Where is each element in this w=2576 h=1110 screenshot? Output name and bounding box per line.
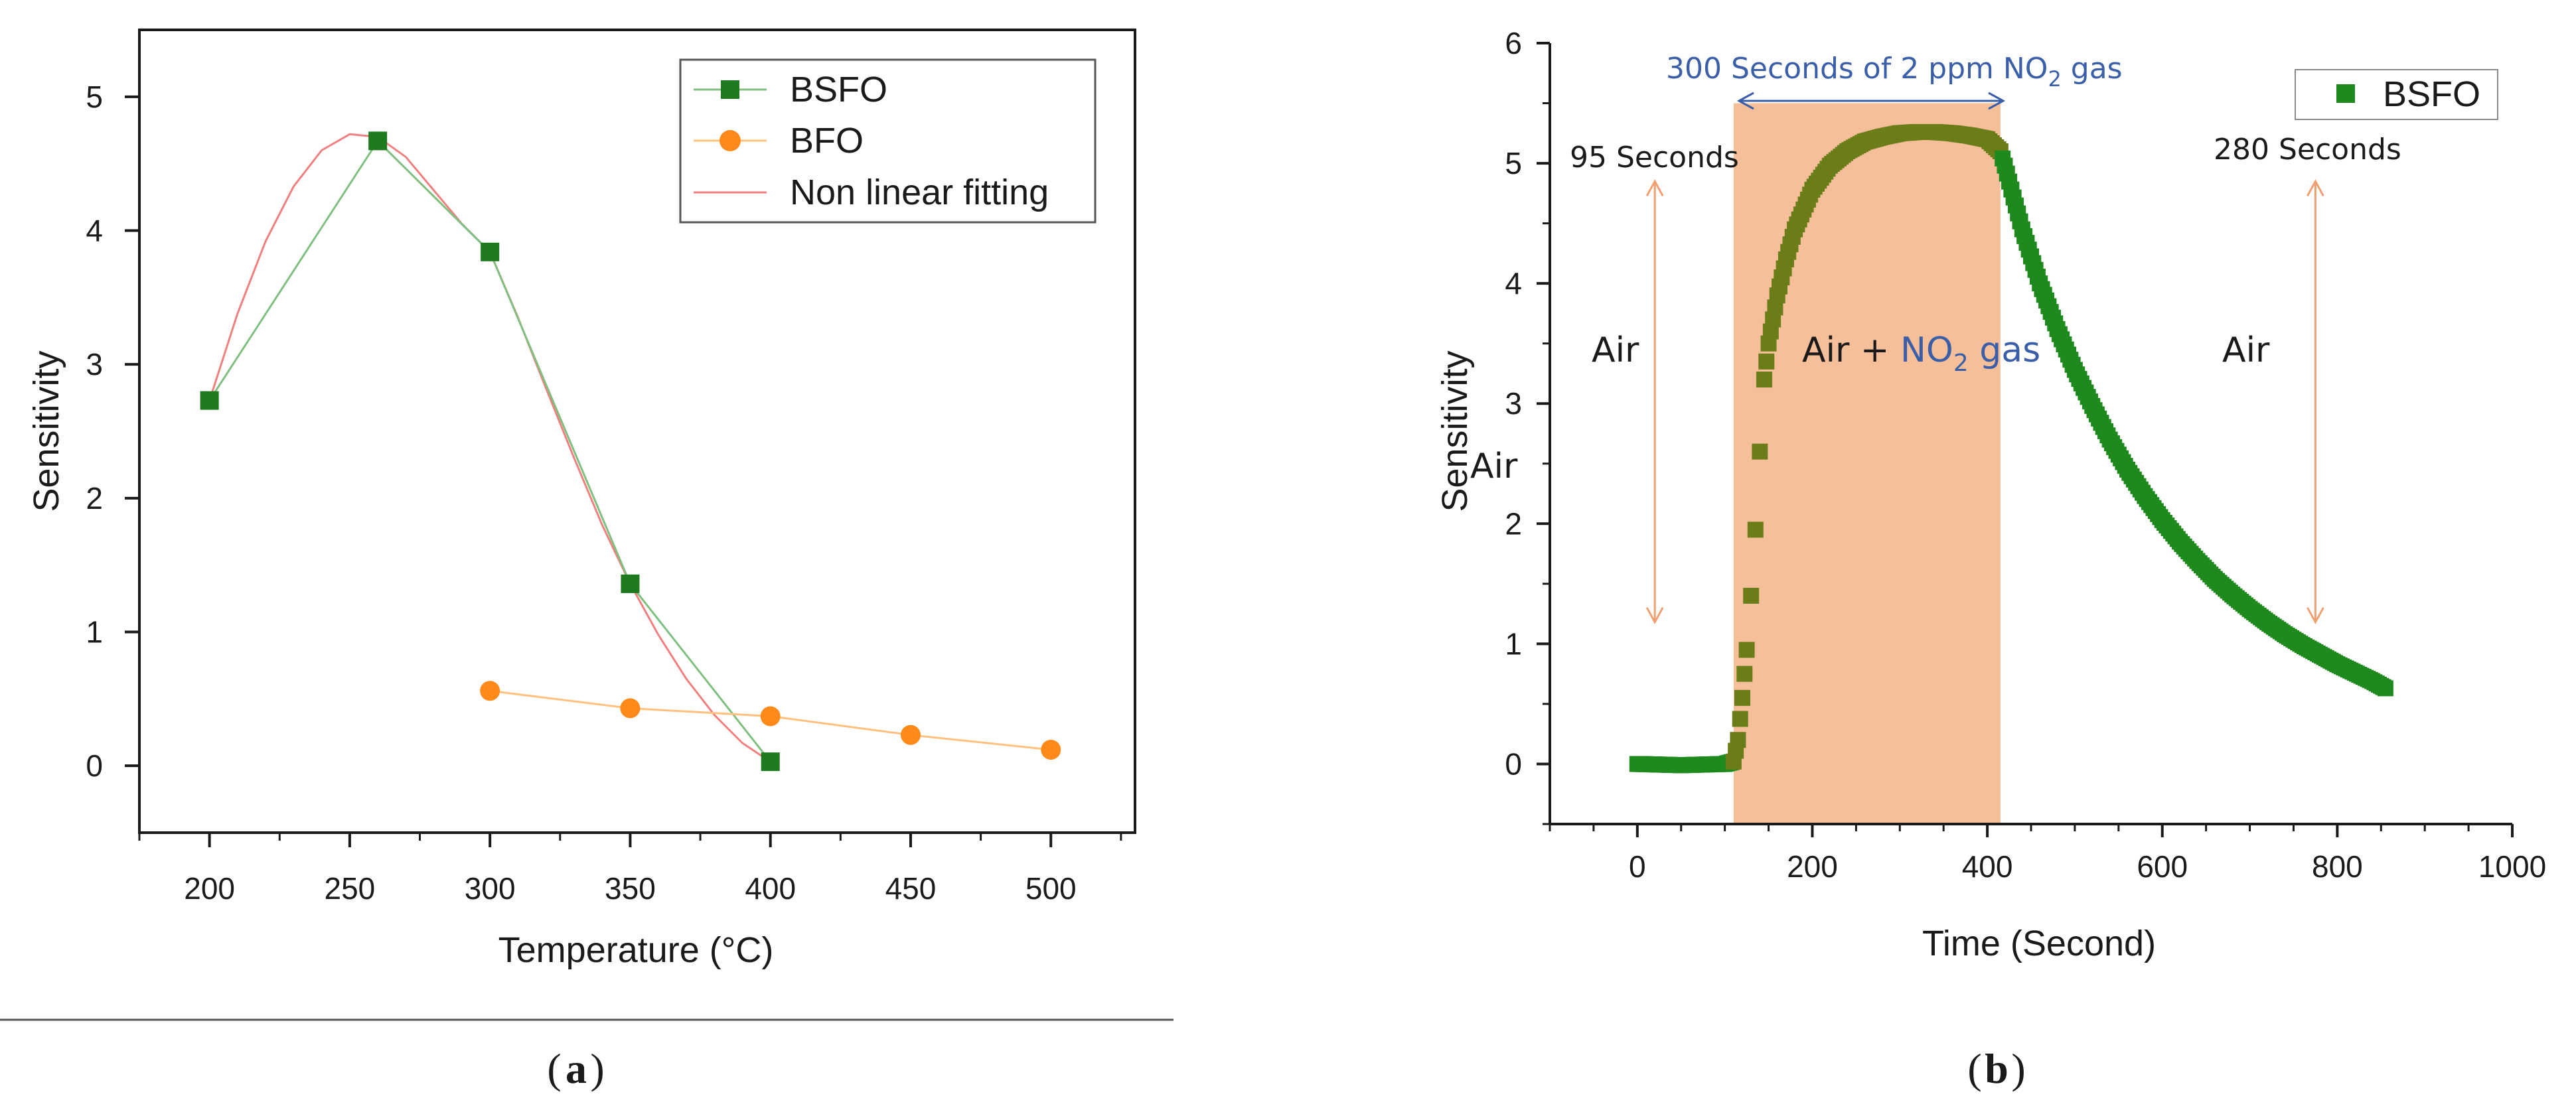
- panel-b-ytick-label: 5: [1505, 146, 1522, 180]
- panel-a-ticks: 200 250 300 350 400 450 500 0 1 2 3 4 5: [86, 80, 1122, 906]
- bsfo-sensitivity-point: [1756, 372, 1772, 388]
- panel-b-ylabel: Sensitivity: [1435, 350, 1475, 512]
- bfo-point: [620, 698, 641, 719]
- panel-a-ytick-label: 4: [86, 214, 103, 248]
- legend-fit-label: Non linear fitting: [790, 173, 1049, 212]
- panel-b-legend-box: [2295, 69, 2498, 120]
- panel-a-xtick-label: 200: [184, 871, 235, 906]
- panel-a-plot-frame: [138, 29, 1136, 834]
- panel-a-ylabel: Sensitivity: [27, 350, 66, 512]
- svg-text:): ): [590, 1045, 604, 1092]
- panel-a-xlabel: Temperature (°C): [498, 930, 774, 970]
- bsfo-point: [368, 131, 388, 151]
- legend-bsfo-marker-b: [2336, 84, 2355, 103]
- panel-b-ytick-label: 2: [1505, 506, 1522, 541]
- panel-a-ytick-label: 3: [86, 347, 103, 382]
- panel-b-xtick-label: 600: [2137, 849, 2188, 884]
- panel-a-xtick-label: 500: [1025, 871, 1077, 906]
- panel-a-caption: ( a ): [547, 1045, 604, 1092]
- recovery-time-label: 280 Seconds: [2214, 133, 2401, 167]
- panel-b-ylabel-air: Air: [1470, 447, 1518, 486]
- bsfo-line: [208, 139, 771, 763]
- panel-b-caption-letter: b: [1985, 1045, 2008, 1092]
- svg-text:): ): [2011, 1045, 2025, 1092]
- exposure-duration-arrow: [1736, 92, 2006, 110]
- panel-b-xtick-label: 0: [1629, 849, 1646, 884]
- panel-a-xtick-label: 400: [745, 871, 796, 906]
- panel-a-marks: [200, 131, 1061, 772]
- panel-b-xtick-label: 200: [1787, 849, 1838, 884]
- bsfo-sensitivity-point: [1730, 732, 1746, 748]
- panel-b-ytick-label: 3: [1505, 386, 1522, 421]
- response-time-arrow: [1645, 179, 1664, 624]
- legend-bsfo-label: BSFO: [790, 70, 887, 109]
- air-no2-label: Air + NO2 gas: [1802, 330, 2040, 377]
- panel-a-ytick-label: 2: [86, 481, 103, 516]
- bsfo-sensitivity-point: [1732, 711, 1748, 727]
- panel-b-ytick-label: 6: [1505, 26, 1522, 60]
- bsfo-sensitivity-point: [1752, 443, 1768, 460]
- panel-b-chart: 0 200 400 600 800 1000 0 1 2 3 4 5 6 Sensitivity Air…: [1435, 26, 2546, 1092]
- bfo-point: [900, 725, 921, 745]
- panel-b-ytick-label: 1: [1505, 626, 1522, 661]
- panel-a-lines: [208, 133, 1051, 763]
- bsfo-sensitivity-point: [1738, 642, 1755, 658]
- bfo-point: [760, 706, 781, 727]
- panel-b-xtick-label: 800: [2312, 849, 2363, 884]
- bsfo-point: [481, 242, 500, 261]
- bsfo-sensitivity-point: [1734, 689, 1750, 706]
- bsfo-sensitivity-point: [2377, 680, 2393, 697]
- panel-b-xlabel: Time (Second): [1922, 924, 2156, 963]
- bsfo-point: [200, 391, 219, 410]
- air-right-label: Air: [2222, 330, 2270, 370]
- response-time-label: 95 Seconds: [1570, 141, 1739, 174]
- air-left-label: Air: [1592, 330, 1639, 370]
- panel-b-legend: BSFO: [2295, 69, 2498, 120]
- recovery-time-arrow-head-bottom: [2307, 607, 2324, 624]
- response-time-arrow-head-top: [1645, 179, 1664, 196]
- panel-a-ytick-label: 1: [86, 615, 103, 650]
- legend-bfo-marker: [720, 130, 741, 151]
- panel-a-xtick-label: 300: [465, 871, 516, 906]
- recovery-time-arrow-head-top: [2307, 179, 2324, 196]
- panel-b-ytick-label: 0: [1505, 746, 1522, 781]
- recovery-time-arrow: [2307, 179, 2324, 624]
- bsfo-sensitivity-point: [1747, 521, 1764, 538]
- panel-b-exposure-region: [1733, 103, 2001, 825]
- panel-b-ytick-label: 4: [1505, 266, 1522, 301]
- panel-a-xtick-label: 250: [325, 871, 376, 906]
- exposure-duration-label: 300 Seconds of 2 ppm NO2 gas: [1666, 52, 2123, 92]
- panel-b-caption: ( b ): [1967, 1045, 2025, 1092]
- svg-text:(: (: [1967, 1045, 1981, 1092]
- bsfo-sensitivity-point: [1736, 665, 1753, 682]
- legend-bsfo-label-b: BSFO: [2383, 74, 2480, 114]
- bsfo-sensitivity-point: [1758, 353, 1775, 370]
- bfo-point: [480, 681, 500, 701]
- bfo-point: [1041, 739, 1061, 760]
- bsfo-point: [621, 574, 640, 593]
- panel-a-caption-letter: a: [566, 1045, 587, 1092]
- fit-curve-line: [208, 133, 771, 763]
- panel-a-ytick-label: 5: [86, 80, 103, 114]
- panel-b-xtick-label: 400: [1962, 849, 2013, 884]
- panel-a-legend: BSFO BFO Non linear fitting: [679, 58, 1097, 224]
- panel-a-xtick-label: 450: [885, 871, 937, 906]
- panel-a-ytick-label: 0: [86, 748, 103, 783]
- legend-bsfo-marker: [721, 80, 739, 99]
- response-time-arrow-head-bottom: [1645, 607, 1664, 624]
- panel-a-xtick-label: 350: [605, 871, 656, 906]
- panel-b-marks: [1629, 123, 2393, 774]
- legend-bfo-label: BFO: [790, 121, 864, 161]
- bsfo-sensitivity-point: [1743, 587, 1760, 604]
- svg-text:(: (: [547, 1045, 561, 1092]
- bsfo-point: [761, 752, 780, 772]
- panel-b-arrows: [1645, 179, 2324, 624]
- panel-b-xtick-label: 1000: [2478, 849, 2546, 884]
- panel-b-ticks: 0 200 400 600 800 1000 0 1 2 3 4 5 6: [1505, 26, 2546, 884]
